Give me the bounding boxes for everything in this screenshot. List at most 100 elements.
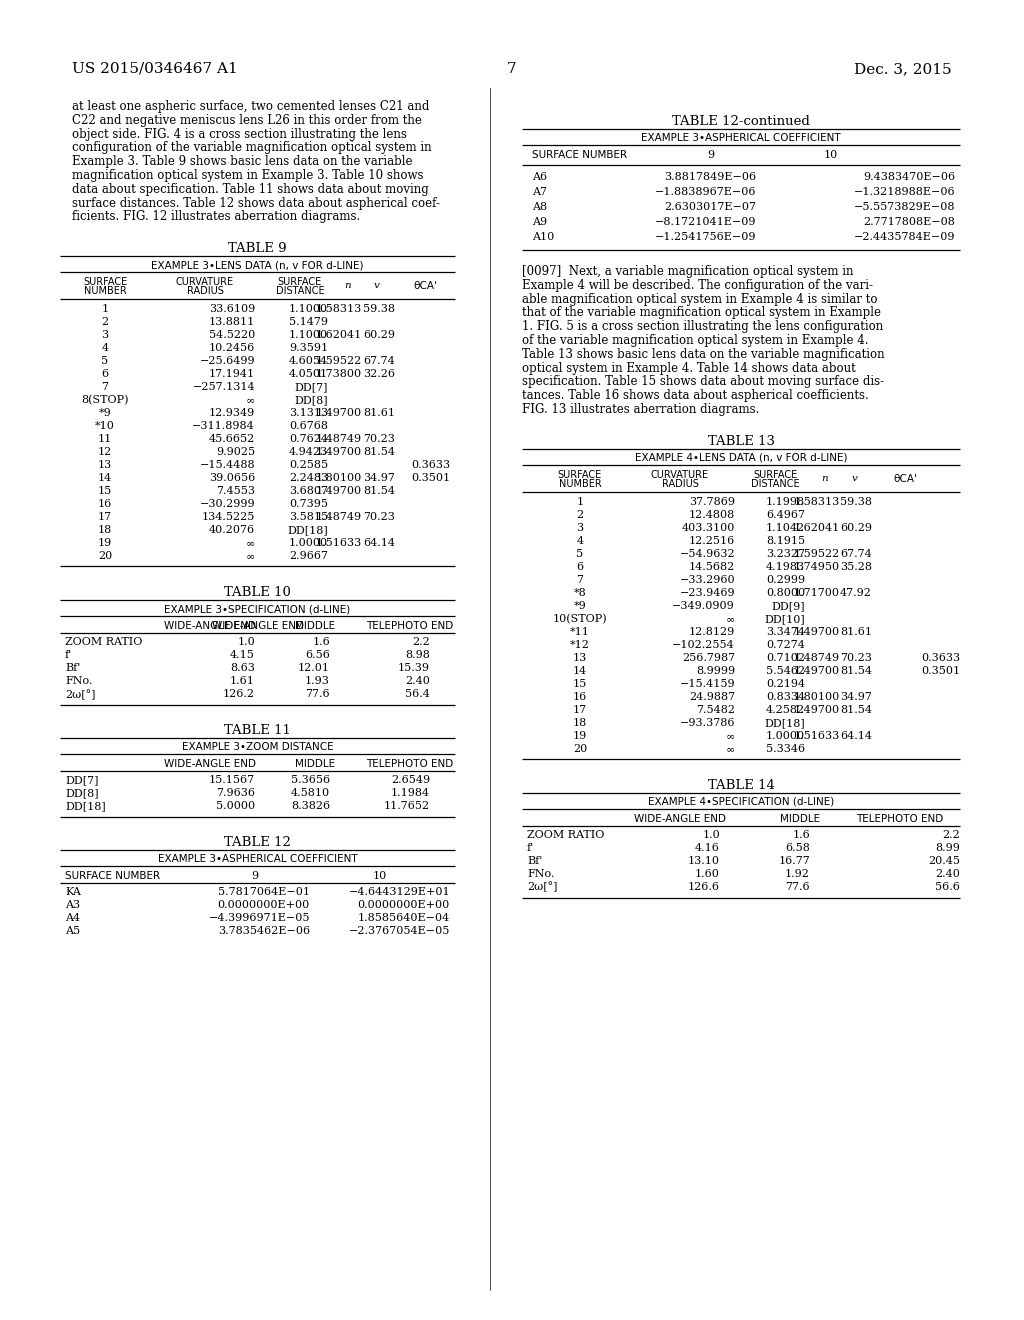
Text: 1.49700: 1.49700 [794,627,840,636]
Text: 12.01: 12.01 [298,663,330,673]
Text: 14.5682: 14.5682 [689,562,735,572]
Text: TABLE 10: TABLE 10 [224,586,291,599]
Text: 9: 9 [708,150,715,160]
Text: NUMBER: NUMBER [559,479,601,488]
Text: 2.2: 2.2 [942,830,961,840]
Text: DD[8]: DD[8] [294,395,328,405]
Text: CURVATURE: CURVATURE [176,277,234,288]
Text: 81.54: 81.54 [362,447,395,457]
Text: 0.7624: 0.7624 [289,434,328,445]
Text: 1.58313: 1.58313 [315,304,362,314]
Text: 3.3474: 3.3474 [766,627,805,636]
Text: 1.61: 1.61 [230,676,255,686]
Text: 0.3501: 0.3501 [411,473,450,483]
Text: 19: 19 [98,539,112,548]
Text: 9.3591: 9.3591 [289,343,328,354]
Text: 10.2456: 10.2456 [209,343,255,354]
Text: DISTANCE: DISTANCE [751,479,800,488]
Text: −2.3767054E−05: −2.3767054E−05 [348,927,450,936]
Text: −4.3996971E−05: −4.3996971E−05 [209,913,310,923]
Text: SURFACE: SURFACE [83,277,127,288]
Text: EXAMPLE 4•SPECIFICATION (d-LINE): EXAMPLE 4•SPECIFICATION (d-LINE) [648,797,835,807]
Text: 0.7395: 0.7395 [289,499,328,510]
Text: 1.1000: 1.1000 [289,330,328,341]
Text: 1.71700: 1.71700 [794,587,840,598]
Text: ∞: ∞ [246,539,255,548]
Text: 3: 3 [101,330,109,341]
Text: 15: 15 [98,486,112,496]
Text: −1.3218988E−06: −1.3218988E−06 [853,187,955,197]
Text: optical system in Example 4. Table 14 shows data about: optical system in Example 4. Table 14 sh… [522,362,856,375]
Text: DD[18]: DD[18] [764,718,805,727]
Text: 2.9667: 2.9667 [289,552,328,561]
Text: 18: 18 [98,525,112,535]
Text: 0.3633: 0.3633 [921,653,961,663]
Text: that of the variable magnification optical system in Example: that of the variable magnification optic… [522,306,881,319]
Text: θCA': θCA' [893,474,916,484]
Text: 1.73800: 1.73800 [315,370,362,379]
Text: 1.1000: 1.1000 [289,304,328,314]
Text: 45.6652: 45.6652 [209,434,255,445]
Text: A3: A3 [65,900,80,911]
Text: 1.48749: 1.48749 [315,512,362,523]
Text: 0.0000000E+00: 0.0000000E+00 [357,900,450,911]
Text: 11.7652: 11.7652 [384,801,430,812]
Text: WIDE-ANGLE END: WIDE-ANGLE END [164,622,256,631]
Text: ZOOM RATIO: ZOOM RATIO [527,830,604,840]
Text: US 2015/0346467 A1: US 2015/0346467 A1 [72,62,238,77]
Text: ∞: ∞ [726,614,735,624]
Text: TABLE 11: TABLE 11 [224,725,291,737]
Text: 1.59522: 1.59522 [794,549,840,558]
Text: C22 and negative meniscus lens L26 in this order from the: C22 and negative meniscus lens L26 in th… [72,114,422,127]
Text: 12: 12 [98,447,112,457]
Text: 81.61: 81.61 [362,408,395,418]
Text: 5.3656: 5.3656 [291,775,330,785]
Text: 4: 4 [577,536,584,545]
Text: WIDE-ANGLE END: WIDE-ANGLE END [212,622,303,631]
Text: 4.5810: 4.5810 [291,788,330,799]
Text: f': f' [527,842,535,853]
Text: *11: *11 [570,627,590,636]
Text: 8.63: 8.63 [230,663,255,673]
Text: 3.7835462E−06: 3.7835462E−06 [218,927,310,936]
Text: 1.8585640E−04: 1.8585640E−04 [357,913,450,923]
Text: 81.54: 81.54 [840,705,872,715]
Text: 32.26: 32.26 [362,370,395,379]
Text: 1.0000: 1.0000 [289,539,328,548]
Text: EXAMPLE 3•LENS DATA (n, v FOR d-LINE): EXAMPLE 3•LENS DATA (n, v FOR d-LINE) [152,260,364,271]
Text: 6.56: 6.56 [305,651,330,660]
Text: v: v [374,281,380,290]
Text: −257.1314: −257.1314 [193,383,255,392]
Text: 56.4: 56.4 [406,689,430,700]
Text: SURFACE: SURFACE [558,470,602,479]
Text: 13.8811: 13.8811 [209,317,255,327]
Text: 0.8000: 0.8000 [766,587,805,598]
Text: TABLE 13: TABLE 13 [708,434,774,447]
Text: 1.0: 1.0 [702,830,720,840]
Text: 64.14: 64.14 [840,731,872,741]
Text: 1.49700: 1.49700 [315,447,362,457]
Text: 13.10: 13.10 [688,855,720,866]
Text: 1.74950: 1.74950 [794,562,840,572]
Text: −102.2554: −102.2554 [672,640,735,649]
Text: 7.5482: 7.5482 [696,705,735,715]
Text: 54.5220: 54.5220 [209,330,255,341]
Text: 4.15: 4.15 [230,651,255,660]
Text: [0097]  Next, a variable magnification optical system in: [0097] Next, a variable magnification op… [522,265,853,279]
Text: Bf': Bf' [527,855,543,866]
Text: 7: 7 [507,62,517,77]
Text: ZOOM RATIO: ZOOM RATIO [65,638,142,647]
Text: 1.6: 1.6 [793,830,810,840]
Text: 34.97: 34.97 [364,473,395,483]
Text: *10: *10 [95,421,115,432]
Text: EXAMPLE 4•LENS DATA (n, v FOR d-LINE): EXAMPLE 4•LENS DATA (n, v FOR d-LINE) [635,453,847,463]
Text: 9.9025: 9.9025 [216,447,255,457]
Text: 81.54: 81.54 [840,665,872,676]
Text: 12.9349: 12.9349 [209,408,255,418]
Text: DD[7]: DD[7] [295,383,328,392]
Text: 1. FIG. 5 is a cross section illustrating the lens configuration: 1. FIG. 5 is a cross section illustratin… [522,321,884,333]
Text: 5.3346: 5.3346 [766,743,805,754]
Text: 2: 2 [101,317,109,327]
Text: 60.29: 60.29 [840,523,872,533]
Text: −15.4488: −15.4488 [200,461,255,470]
